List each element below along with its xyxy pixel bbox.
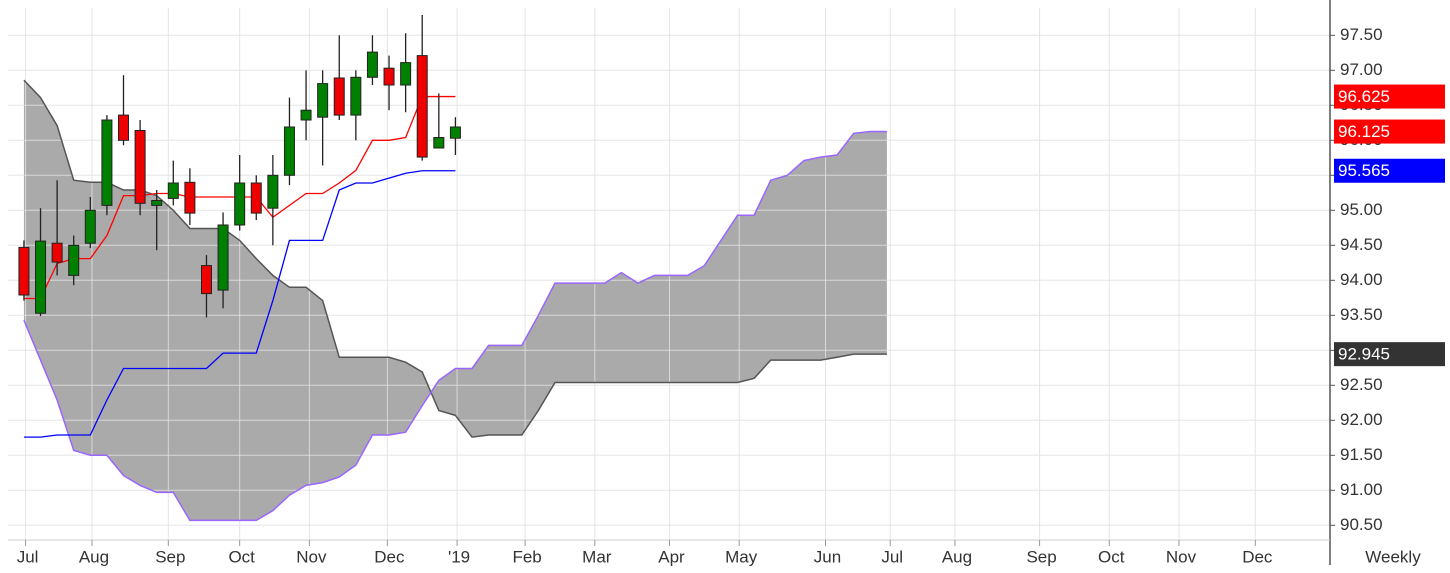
x-tick-label: Jul [881,547,903,566]
candle-body [200,265,212,295]
candle-body [35,240,47,314]
y-tick-label: 91.00 [1340,480,1383,499]
candle-body [250,182,262,214]
x-tick-label: Aug [79,547,109,566]
x-tick-label: Nov [296,547,327,566]
x-tick-label: Nov [1166,547,1197,566]
y-tick-label: 92.00 [1340,410,1383,429]
candle-body [84,209,96,244]
y-tick-label: 94.50 [1340,235,1383,254]
y-tick-label: 97.50 [1340,25,1383,44]
y-tick-label: 93.50 [1340,305,1383,324]
price-tag-label: 92.945 [1338,345,1390,364]
y-tick-label: 92.50 [1340,375,1383,394]
x-tick-label: Jul [17,547,39,566]
price-tag [1334,84,1445,109]
candle-body [234,182,246,226]
candle-body [333,77,345,116]
candle-body [449,126,461,139]
cloud-span-a [23,79,887,438]
x-tick-label: Sep [155,547,185,566]
candle-body [51,242,63,263]
price-tag-label: 96.125 [1338,122,1390,141]
interval-label: Weekly [1365,547,1421,566]
y-tick-label: 91.50 [1340,445,1383,464]
candle-body [383,67,395,86]
price-tag-label: 96.625 [1338,87,1390,106]
price-tag [1334,119,1445,144]
y-tick-label: 97.00 [1340,60,1383,79]
candle-body [416,55,428,158]
candle-body [151,200,163,206]
x-tick-label: Apr [658,547,685,566]
candle-body [350,76,362,116]
candle-body [283,126,295,176]
candle-body [68,244,80,276]
x-tick-label: '19 [448,547,470,566]
candle-body [433,137,445,149]
x-tick-label: Mar [582,547,612,566]
candle-body [134,130,146,204]
x-tick-label: Sep [1026,547,1056,566]
y-tick-label: 95.00 [1340,200,1383,219]
candle-body [18,246,30,296]
x-tick-label: Oct [1098,547,1125,566]
x-tick-label: Aug [942,547,972,566]
x-tick-label: May [725,547,758,566]
x-tick-label: Oct [228,547,255,566]
candle-body [101,119,113,206]
y-tick-label: 90.50 [1340,515,1383,534]
candle-body [118,114,130,141]
candle-body [267,174,279,209]
price-tag [1334,158,1445,183]
candle-body [167,182,179,199]
x-tick-label: Feb [512,547,541,566]
candle-body [300,109,312,121]
y-tick-label: 94.00 [1340,270,1383,289]
base-line [23,170,456,438]
candle-body [184,181,196,214]
x-tick-label: Jun [814,547,841,566]
candle-body [217,224,229,291]
x-tick-label: Dec [374,547,405,566]
candle-body [366,51,378,78]
price-tag [1334,342,1445,367]
cloud-span-b [23,130,887,522]
candle-body [317,83,329,118]
candle-body [400,62,412,86]
price-tag-label: 95.565 [1338,161,1390,180]
x-tick-label: Dec [1242,547,1273,566]
